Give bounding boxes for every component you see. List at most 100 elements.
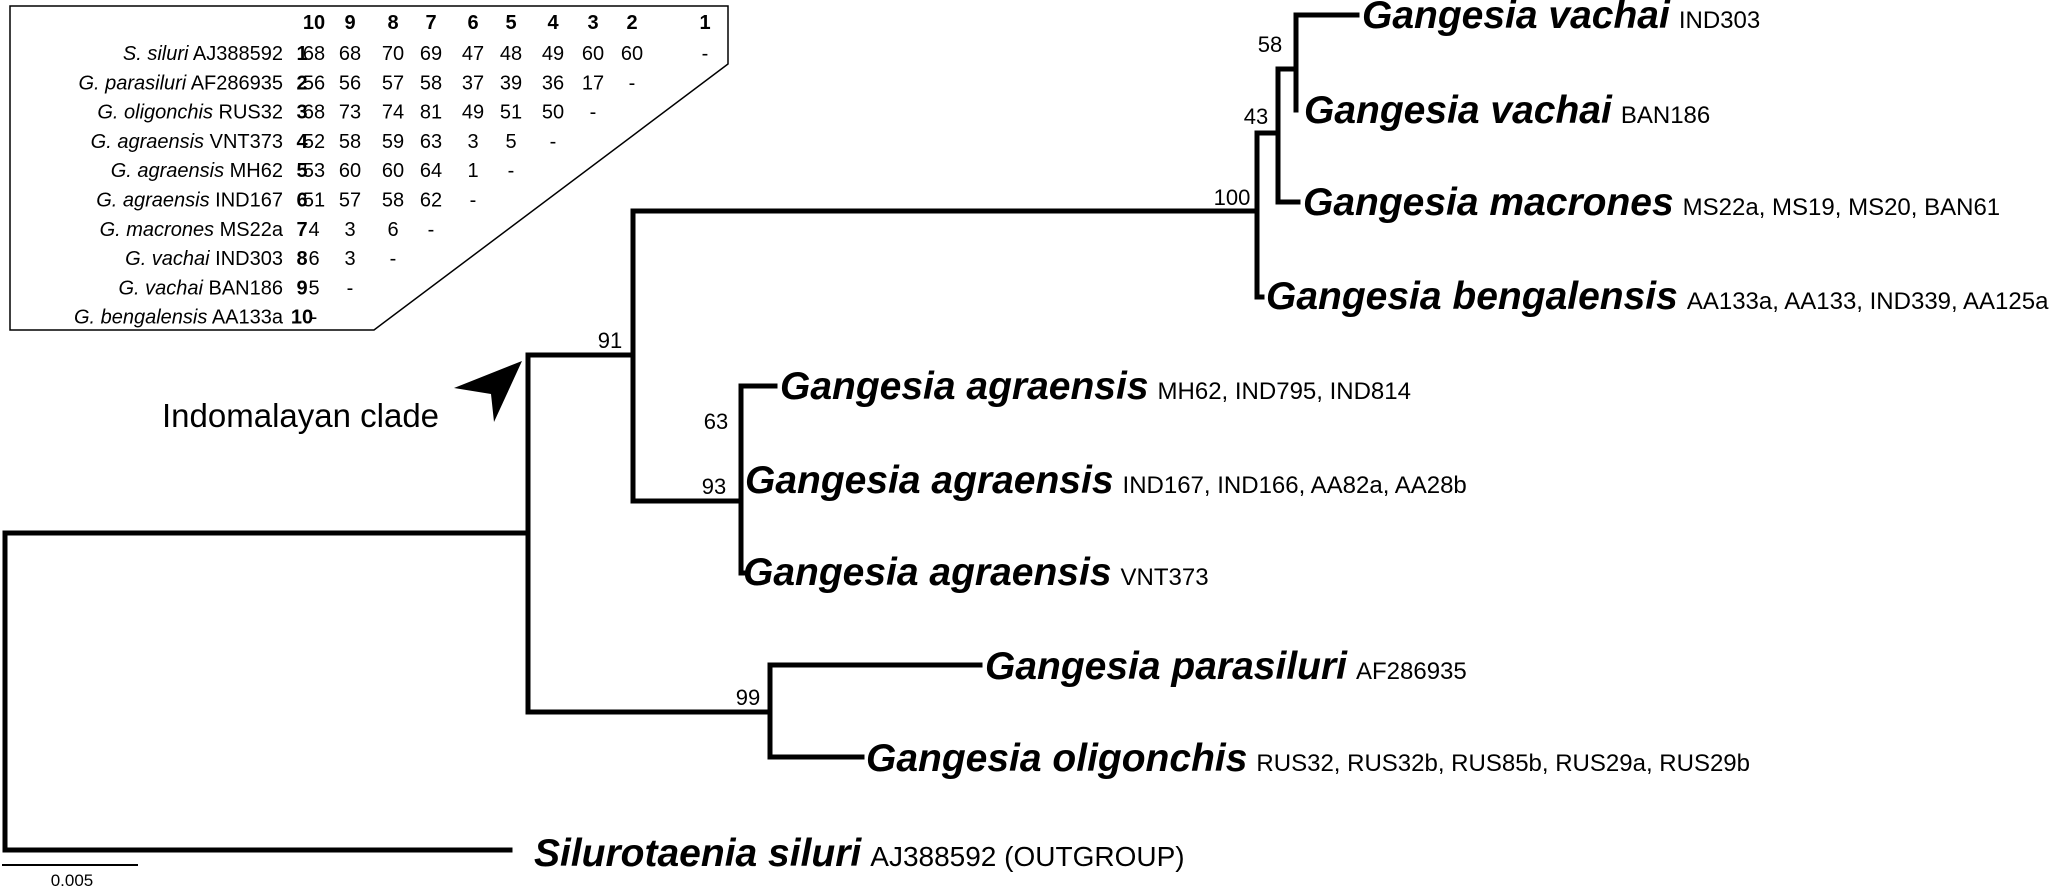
clade-label: Indomalayan clade (162, 397, 439, 434)
table-row-label: G. agraensis MH62 (111, 160, 283, 182)
table-cell: 53 (303, 160, 325, 182)
table-cell: 5 (308, 277, 319, 299)
table-row-number: 8 (296, 248, 307, 270)
table-cell: - (508, 160, 515, 182)
table-column-header: 2 (626, 12, 637, 34)
table-column-header: 4 (547, 12, 559, 34)
table-cell: - (347, 277, 354, 299)
table-cell: 50 (542, 102, 564, 124)
table-row-label: G. vachai IND303 (125, 248, 283, 270)
table-row-number: 5 (296, 160, 307, 182)
table-row-number: 7 (296, 219, 307, 241)
support-value: 91 (598, 328, 622, 353)
support-value: 63 (704, 409, 728, 434)
tip-labels: Gangesia vachai IND303 Gangesia vachai BAN… (534, 0, 2049, 875)
table-row-label: G. bengalensis AA133a (74, 307, 284, 329)
table-row-label: G. parasiluri AF286935 (78, 72, 283, 94)
table-cell: 36 (542, 72, 564, 94)
tip-label: Gangesia vachai BAN186 (1304, 89, 1710, 132)
table-cell: 49 (462, 102, 484, 124)
table-cell: 57 (339, 190, 361, 212)
table-cell: 47 (462, 43, 484, 65)
clade-arrow-icon (454, 361, 522, 422)
table-cell: - (470, 190, 477, 212)
table-row-number: 9 (296, 277, 307, 299)
table-cell: 58 (420, 72, 442, 94)
table-row-number: 6 (296, 190, 307, 212)
tip-label: Gangesia bengalensis AA133a, AA133, IND33… (1266, 275, 2049, 318)
table-column-header: 1 (699, 12, 710, 34)
table-cell: 60 (582, 43, 604, 65)
table-cell: 73 (339, 102, 361, 124)
table-cell: - (428, 219, 435, 241)
table-column-header: 10 (303, 12, 325, 34)
table-cell: 51 (303, 190, 325, 212)
distance-table: 10 9 8 7 6 5 4 3 2 1S. siluri AJ388592 168 68 70 69 47… (74, 12, 711, 329)
tip-label: Gangesia parasiluri AF286935 (985, 645, 1467, 688)
table-column-header: 7 (425, 12, 436, 34)
table-cell: - (390, 248, 397, 270)
table-row-label: G. oligonchis RUS32 (97, 102, 283, 124)
table-cell: 69 (420, 43, 442, 65)
table-cell: 52 (303, 131, 325, 153)
table-cell: 74 (382, 102, 404, 124)
table-cell: 81 (420, 102, 442, 124)
table-cell: 48 (500, 43, 522, 65)
distance-table-frame (9, 5, 729, 331)
support-value: 58 (1258, 32, 1282, 57)
tip-label: Gangesia agraensis IND167, IND166, AA82a,… (745, 459, 1467, 502)
table-column-header: 6 (467, 12, 478, 34)
support-value: 99 (736, 685, 760, 710)
table-cell: - (311, 307, 318, 329)
table-cell: 56 (303, 72, 325, 94)
table-cell: 57 (382, 72, 404, 94)
table-cell: 64 (420, 160, 442, 182)
table-row-number: 3 (296, 102, 307, 124)
table-cell: 5 (505, 131, 516, 153)
support-value: 100 (1214, 185, 1251, 210)
tip-label: Gangesia agraensis VNT373 (743, 551, 1209, 594)
tree-branches (2, 12, 1360, 853)
table-column-header: 5 (505, 12, 516, 34)
table-cell: 68 (339, 43, 361, 65)
table-row-label: G. agraensis IND167 (96, 190, 283, 212)
table-row-label: G. macrones MS22a (100, 219, 284, 241)
table-column-header: 3 (587, 12, 598, 34)
tip-label: Silurotaenia siluri AJ388592 (OUTGROUP) (534, 832, 1185, 875)
table-cell: 60 (621, 43, 643, 65)
table-column-header: 9 (344, 12, 355, 34)
tip-label: Gangesia agraensis MH62, IND795, IND814 (780, 365, 1411, 408)
table-cell: 70 (382, 43, 404, 65)
table-cell: 1 (467, 160, 478, 182)
table-cell: 4 (308, 219, 319, 241)
scale-label: 0.005 (51, 871, 94, 888)
table-row-number: 2 (296, 72, 307, 94)
support-value: 43 (1244, 104, 1268, 129)
table-cell: 3 (344, 248, 355, 270)
table-cell: 58 (339, 131, 361, 153)
table-cell: 3 (467, 131, 478, 153)
table-column-header: 8 (387, 12, 398, 34)
table-cell: 49 (542, 43, 564, 65)
table-cell: 59 (382, 131, 404, 153)
table-cell: 39 (500, 72, 522, 94)
table-cell: 56 (339, 72, 361, 94)
table-row-label: S. siluri AJ388592 (123, 43, 283, 65)
table-cell: 62 (420, 190, 442, 212)
table-cell: 51 (500, 102, 522, 124)
table-cell: 60 (339, 160, 361, 182)
support-value: 93 (702, 474, 726, 499)
table-cell: - (702, 43, 709, 65)
table-row-number: 10 (291, 307, 313, 329)
table-cell: 37 (462, 72, 484, 94)
table-row-label: G. agraensis VNT373 (91, 131, 283, 153)
table-cell: 6 (308, 248, 319, 270)
table-cell: 63 (420, 131, 442, 153)
table-cell: 17 (582, 72, 604, 94)
table-cell: 68 (303, 102, 325, 124)
tip-label: Gangesia oligonchis RUS32, RUS32b, RUS85b… (866, 737, 1750, 780)
table-row-number: 1 (296, 43, 307, 65)
support-values: 58 43 100 91 63 93 99 (598, 32, 1282, 710)
table-cell: 3 (344, 219, 355, 241)
table-row-number: 4 (296, 131, 308, 153)
